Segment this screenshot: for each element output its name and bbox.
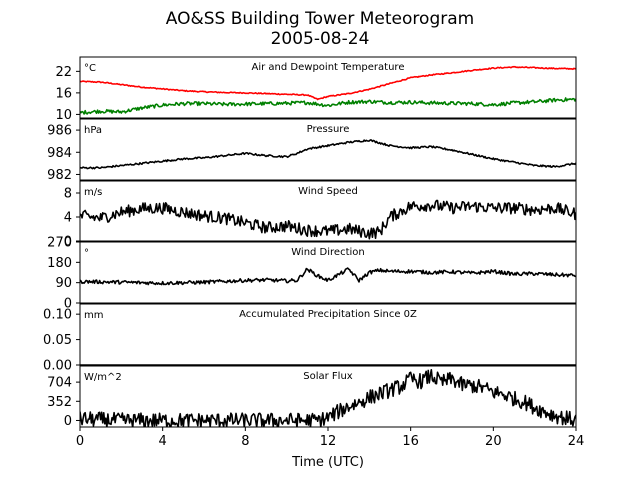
y-tick-label: 90	[55, 276, 72, 291]
x-tick-label: 8	[241, 434, 249, 449]
y-tick-label: 180	[47, 256, 72, 271]
x-tick-label: 20	[485, 434, 502, 449]
panel-unit-label: W/m^2	[84, 372, 122, 383]
panel-unit-label: m/s	[84, 187, 102, 198]
y-tick-label: 10	[55, 108, 72, 123]
panel-unit-label: °C	[84, 63, 96, 74]
panel-title: Air and Dewpoint Temperature	[252, 62, 405, 73]
series-group	[80, 65, 576, 115]
panel-wind_direction: 0 90 180 270 ° Wind Direction	[47, 236, 577, 312]
y-tick-label: 0.10	[43, 308, 72, 323]
panel-unit-label: mm	[84, 310, 103, 321]
series-group	[80, 368, 576, 427]
series-line-temperature-1	[80, 97, 576, 115]
series-line-wind_direction-0	[80, 267, 576, 286]
x-axis-label: Time (UTC)	[291, 455, 364, 470]
panel-frame	[79, 56, 577, 119]
panel-frame	[79, 241, 577, 304]
x-tick-label: 4	[159, 434, 167, 449]
panel-pressure: 982 984 986 hPa Pressure	[47, 118, 577, 183]
panel-precipitation: 0.00 0.05 0.10 mm Accumulated Precipitation …	[43, 303, 577, 374]
y-tick-label: 352	[47, 395, 72, 410]
panel-title: Wind Direction	[291, 247, 365, 258]
series-group	[80, 199, 576, 240]
series-line-pressure-0	[80, 139, 576, 170]
series-group	[80, 139, 576, 170]
panel-title: Solar Flux	[303, 371, 353, 382]
chart-title: AO&SS Building Tower Meteorogram	[166, 9, 474, 29]
panel-frame	[79, 180, 577, 242]
panel-frame	[79, 118, 577, 181]
y-tick-label: 982	[47, 168, 72, 183]
panel-title: Accumulated Precipitation Since 0Z	[239, 309, 417, 320]
series-line-temperature-0	[80, 65, 576, 101]
chart-subtitle: 2005-08-24	[271, 29, 370, 49]
y-tick-label: 0.00	[43, 359, 72, 374]
y-tick-label: 984	[47, 146, 72, 161]
x-tick-label: 0	[76, 434, 84, 449]
series-line-solar_flux-0	[80, 368, 576, 427]
panel-title: Pressure	[307, 124, 350, 135]
y-tick-label: 8	[64, 187, 72, 202]
series-group	[80, 267, 576, 286]
panel-unit-label: hPa	[84, 125, 102, 136]
y-tick-label: 0	[64, 414, 72, 429]
panel-wind_speed: 0 4 8 m/s Wind Speed	[64, 180, 577, 250]
y-tick-label: 270	[47, 236, 72, 251]
y-tick-label: 0	[64, 235, 72, 250]
x-tick-label: 16	[402, 434, 419, 449]
y-tick-label: 986	[47, 124, 72, 139]
series-line-wind_speed-0	[80, 199, 576, 240]
panel-title: Wind Speed	[298, 186, 358, 197]
y-tick-label: 0.05	[43, 333, 72, 348]
y-tick-label: 704	[47, 376, 72, 391]
y-tick-label: 16	[55, 86, 72, 101]
x-axis: 0 4 8 12 16 20 24	[76, 427, 584, 449]
x-tick-label: 24	[568, 434, 585, 449]
panel-temperature: 10 16 22 °C Air and Dewpoint Temperature	[55, 56, 577, 123]
y-tick-label: 4	[64, 211, 72, 226]
panel-solar_flux: 0 352 704 W/m^2 Solar Flux	[47, 365, 577, 429]
panel-unit-label: °	[84, 248, 89, 259]
panel-frame	[79, 303, 577, 366]
y-tick-label: 22	[55, 65, 72, 80]
x-tick-label: 12	[320, 434, 337, 449]
y-tick-label: 0	[64, 297, 72, 312]
